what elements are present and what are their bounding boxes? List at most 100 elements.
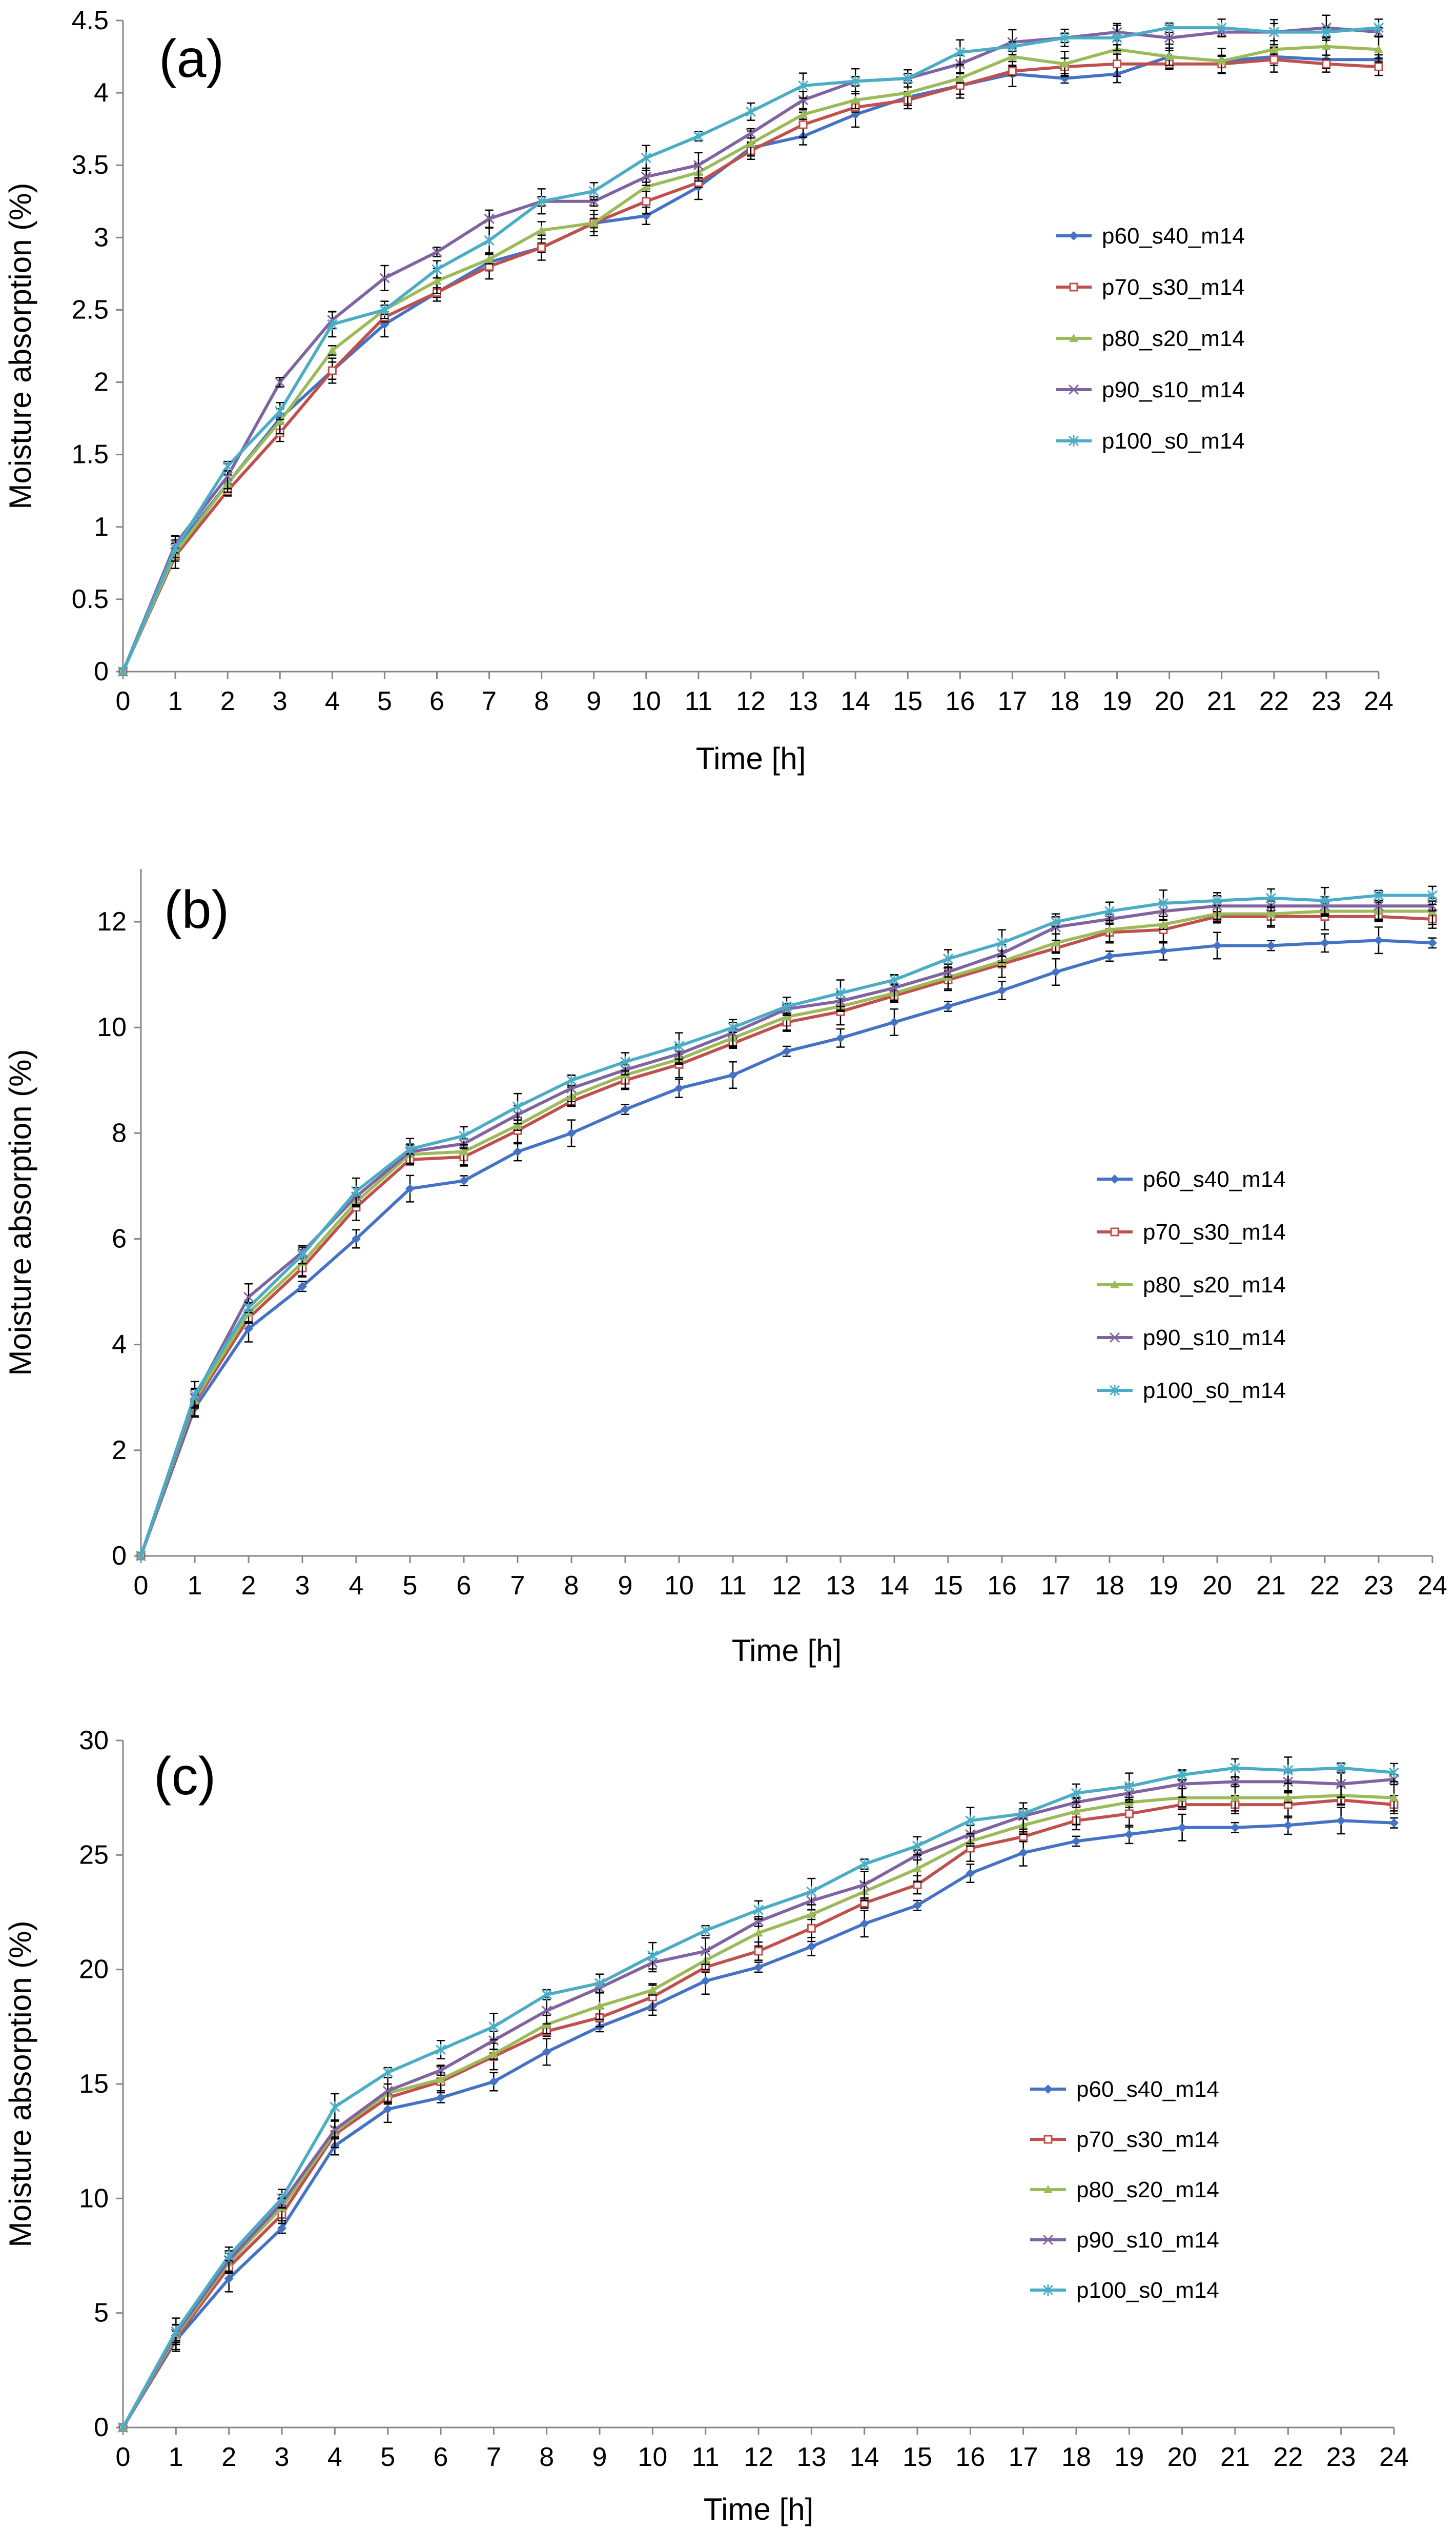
data-point xyxy=(1319,895,1330,906)
data-point xyxy=(297,1249,308,1261)
data-point xyxy=(223,2250,234,2261)
data-point xyxy=(782,1046,791,1056)
legend-label: p60_s40_m14 xyxy=(1143,1167,1286,1192)
legend-entry: p70_s30_m14 xyxy=(1056,275,1245,300)
x-tick-label: 19 xyxy=(1114,2442,1144,2472)
x-tick-label: 4 xyxy=(325,686,340,716)
data-point xyxy=(117,666,129,677)
data-point xyxy=(1373,22,1384,34)
y-tick-label: 20 xyxy=(79,1955,109,1985)
x-tick-label: 14 xyxy=(879,1571,909,1601)
data-point xyxy=(484,213,495,224)
data-point xyxy=(243,1291,254,1302)
data-point xyxy=(1374,62,1383,71)
y-tick-label: 4 xyxy=(94,78,109,108)
x-tick-label: 8 xyxy=(564,1571,579,1601)
data-point xyxy=(1266,941,1276,950)
data-point xyxy=(1071,1787,1082,1799)
legend-label: p100_s0_m14 xyxy=(1143,1378,1286,1403)
data-point xyxy=(913,1900,922,1910)
data-point xyxy=(1008,52,1017,60)
data-point xyxy=(1105,952,1114,961)
data-point xyxy=(171,2325,181,2337)
data-point xyxy=(693,160,704,171)
data-point xyxy=(700,1946,711,1956)
data-point xyxy=(298,1282,307,1291)
x-tick-label: 16 xyxy=(987,1571,1017,1601)
y-tick-label: 1 xyxy=(94,512,109,542)
data-point xyxy=(566,1075,577,1086)
data-point xyxy=(542,2047,551,2057)
series-p100_s0_m14 xyxy=(135,885,1438,1562)
data-point xyxy=(798,120,808,129)
data-point xyxy=(1018,1848,1028,1857)
data-point xyxy=(117,2422,129,2433)
data-point xyxy=(432,276,442,285)
series-p100_s0_m14 xyxy=(117,18,1384,677)
data-point xyxy=(1164,22,1175,34)
series-line xyxy=(121,1777,1395,2428)
data-point xyxy=(1018,1808,1029,1819)
legend-marker xyxy=(1069,231,1078,240)
data-point xyxy=(754,1962,763,1972)
x-tick-label: 11 xyxy=(685,686,712,716)
data-point xyxy=(489,2077,499,2087)
data-point xyxy=(1321,26,1331,38)
x-tick-label: 21 xyxy=(1220,2442,1250,2472)
data-point xyxy=(1164,52,1174,60)
data-point xyxy=(781,1001,792,1012)
data-point xyxy=(807,1942,816,1951)
y-axis-title: Moisture absorption (%) xyxy=(3,183,37,510)
y-tick-label: 25 xyxy=(79,1840,109,1870)
x-tick-label: 8 xyxy=(534,686,549,716)
data-point xyxy=(459,1176,468,1186)
data-point xyxy=(641,152,651,164)
data-point xyxy=(436,2075,445,2083)
x-tick-label: 22 xyxy=(1310,1571,1340,1601)
x-tick-label: 12 xyxy=(744,2442,773,2472)
data-point xyxy=(942,966,954,978)
legend-label: p70_s30_m14 xyxy=(1076,2127,1219,2152)
data-point xyxy=(1373,889,1384,901)
data-point xyxy=(996,937,1008,949)
data-point xyxy=(1265,892,1277,904)
data-point xyxy=(330,2124,340,2135)
x-tick-label: 5 xyxy=(380,2442,395,2472)
panel-label: (b) xyxy=(164,880,229,940)
x-tick-label: 2 xyxy=(241,1571,256,1601)
data-point xyxy=(1283,1765,1294,1776)
y-tick-label: 10 xyxy=(79,2183,109,2213)
y-tick-label: 15 xyxy=(79,2069,109,2099)
data-point xyxy=(913,1864,922,1873)
data-point xyxy=(754,1947,763,1956)
data-point xyxy=(536,195,547,207)
x-tick-label: 18 xyxy=(1050,686,1080,716)
data-point xyxy=(621,1105,630,1114)
x-tick-label: 17 xyxy=(1041,1571,1071,1601)
data-point xyxy=(700,1925,711,1936)
y-tick-label: 2.5 xyxy=(72,295,109,325)
y-tick-label: 12 xyxy=(97,907,127,937)
data-point xyxy=(1427,901,1438,912)
data-point xyxy=(1229,1776,1241,1787)
data-point xyxy=(1231,1793,1240,1802)
data-point xyxy=(541,2006,552,2016)
legend-entry: p100_s0_m14 xyxy=(1030,2278,1219,2303)
x-tick-label: 12 xyxy=(772,1571,802,1601)
legend-label: p100_s0_m14 xyxy=(1102,429,1245,454)
legend-entry: p80_s20_m14 xyxy=(1030,2177,1219,2202)
x-tick-label: 0 xyxy=(116,2442,131,2472)
data-point xyxy=(1216,22,1227,34)
legend-entry: p90_s10_m14 xyxy=(1030,2228,1219,2253)
data-point xyxy=(432,247,442,257)
x-tick-label: 17 xyxy=(997,686,1027,716)
data-point xyxy=(850,75,861,87)
legend-label: p60_s40_m14 xyxy=(1076,2077,1219,2102)
data-point xyxy=(782,1012,791,1021)
data-point xyxy=(903,72,913,84)
y-tick-label: 0 xyxy=(94,657,109,686)
data-point xyxy=(1322,59,1331,69)
legend-marker xyxy=(1110,1227,1119,1237)
y-tick-label: 2 xyxy=(94,368,109,397)
